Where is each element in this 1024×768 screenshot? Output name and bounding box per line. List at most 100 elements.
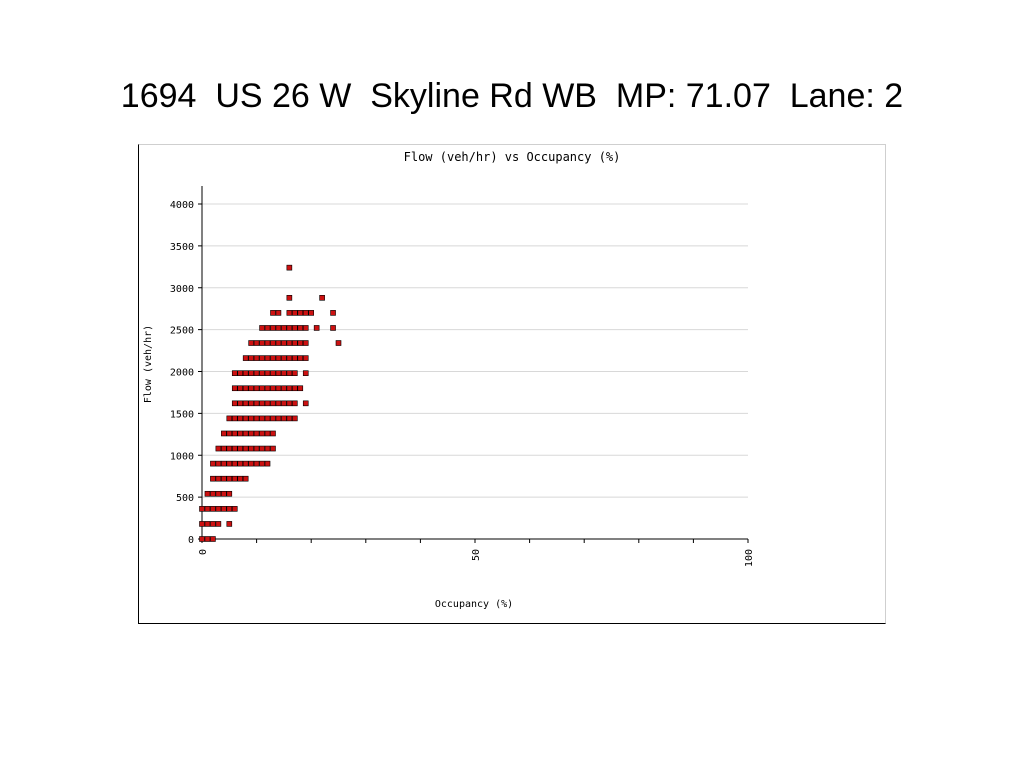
data-point xyxy=(248,370,254,376)
data-point xyxy=(215,475,222,482)
data-point xyxy=(237,400,244,407)
data-point xyxy=(286,295,293,301)
data-point xyxy=(264,415,271,422)
data-point xyxy=(253,445,260,452)
data-point xyxy=(248,400,254,407)
data-point xyxy=(215,460,222,467)
data-point xyxy=(210,460,216,467)
data-point xyxy=(297,325,304,331)
x-tick-label: 100 xyxy=(744,549,755,567)
data-point xyxy=(335,340,342,346)
data-point xyxy=(248,355,254,361)
data-point xyxy=(226,506,233,512)
data-point xyxy=(319,295,325,301)
y-tick-label: 500 xyxy=(176,493,194,504)
data-point xyxy=(231,506,238,512)
data-point xyxy=(281,415,287,422)
data-point xyxy=(215,521,222,527)
y-axis-label: Flow (veh/hr) xyxy=(143,325,154,403)
data-point xyxy=(253,385,260,392)
x-axis-label: Occupancy (%) xyxy=(435,599,513,610)
data-point xyxy=(231,415,238,422)
data-point xyxy=(242,415,249,422)
data-point xyxy=(264,385,271,392)
data-point xyxy=(226,521,233,527)
data-point xyxy=(302,355,309,361)
data-point xyxy=(242,430,249,437)
data-point xyxy=(270,355,276,361)
data-point xyxy=(204,506,211,512)
data-point xyxy=(292,370,298,376)
data-point xyxy=(215,445,222,452)
data-point xyxy=(210,490,216,497)
data-point xyxy=(270,310,276,316)
data-point xyxy=(286,310,293,316)
data-point xyxy=(226,415,233,422)
y-tick-label: 1000 xyxy=(170,451,194,462)
data-point xyxy=(259,445,265,452)
data-point xyxy=(259,370,265,376)
data-point xyxy=(275,325,282,331)
data-point xyxy=(297,310,304,316)
data-point xyxy=(242,475,249,482)
data-point xyxy=(242,370,249,376)
data-point xyxy=(259,355,265,361)
data-point xyxy=(292,340,298,346)
y-tick-label: 0 xyxy=(188,535,194,546)
data-point xyxy=(226,490,233,497)
data-point xyxy=(281,340,287,346)
data-point xyxy=(286,264,293,271)
x-tick-label: 0 xyxy=(198,549,209,555)
data-point xyxy=(221,430,227,437)
data-point xyxy=(199,521,205,527)
data-point xyxy=(199,506,205,512)
data-point xyxy=(259,415,265,422)
data-point xyxy=(242,445,249,452)
data-point xyxy=(313,325,320,331)
data-point xyxy=(204,490,211,497)
data-point xyxy=(248,415,254,422)
data-point xyxy=(275,400,282,407)
data-point xyxy=(275,310,282,316)
y-tick-label: 2000 xyxy=(170,368,194,379)
data-point xyxy=(308,310,314,316)
y-tick-label: 4000 xyxy=(170,200,194,211)
data-point xyxy=(259,385,265,392)
data-point xyxy=(286,385,293,392)
data-point xyxy=(248,460,254,467)
data-point xyxy=(210,521,216,527)
y-tick-label: 1500 xyxy=(170,409,194,420)
data-point xyxy=(286,325,293,331)
data-point xyxy=(264,325,271,331)
data-point xyxy=(215,490,222,497)
data-point xyxy=(242,460,249,467)
tick-labels: 0 500 1000 1500 2000 2500 3000 3500 4000 0 50 100 xyxy=(170,200,755,567)
data-point xyxy=(253,355,260,361)
data-point xyxy=(231,385,238,392)
data-point xyxy=(259,325,265,331)
data-point xyxy=(281,400,287,407)
data-point xyxy=(275,385,282,392)
data-point xyxy=(248,385,254,392)
data-point xyxy=(264,460,271,467)
data-point xyxy=(330,310,336,316)
data-point xyxy=(248,430,254,437)
data-point xyxy=(297,340,304,346)
data-point xyxy=(226,445,233,452)
data-point xyxy=(275,340,282,346)
data-point xyxy=(253,415,260,422)
data-point xyxy=(237,460,244,467)
data-point xyxy=(210,536,216,542)
data-point xyxy=(253,430,260,437)
data-point xyxy=(264,355,271,361)
data-point xyxy=(237,430,244,437)
data-point xyxy=(292,385,298,392)
data-points xyxy=(199,264,342,542)
data-point xyxy=(226,460,233,467)
data-point xyxy=(270,400,276,407)
data-point xyxy=(231,475,238,482)
data-point xyxy=(237,370,244,376)
data-point xyxy=(264,445,271,452)
data-point xyxy=(221,475,227,482)
data-point xyxy=(259,400,265,407)
